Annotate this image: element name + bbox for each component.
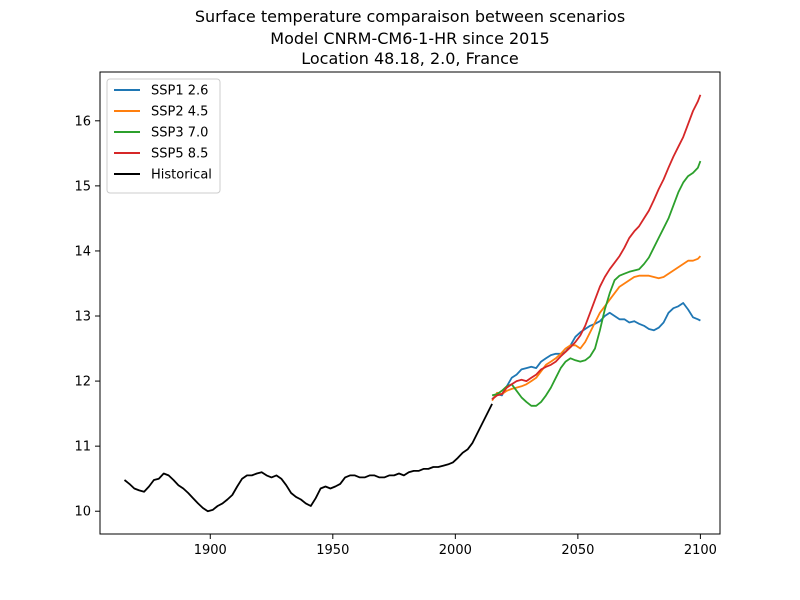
series-line-1 bbox=[491, 255, 702, 402]
chart-title-line-1: Surface temperature comparaison between … bbox=[194, 7, 626, 26]
chart-title-line-2: Model CNRM-CM6-1-HR since 2015 bbox=[270, 29, 550, 48]
x-tick-label-4: 2100 bbox=[684, 543, 717, 558]
y-tick-label-0: 10 bbox=[74, 505, 91, 520]
legend-label-1: SSP2 4.5 bbox=[151, 105, 208, 120]
ticks-layer: 1900 1950 2000 2050 2100 10 11 12 13 14 15 16 bbox=[74, 114, 716, 558]
series-line-4 bbox=[123, 403, 493, 513]
y-tick-label-4: 14 bbox=[74, 244, 91, 259]
plot-frame bbox=[99, 71, 721, 535]
legend-label-0: SSP1 2.6 bbox=[151, 84, 208, 99]
y-tick-label-1: 11 bbox=[74, 440, 91, 455]
series-line-2 bbox=[491, 160, 702, 407]
legend-label-4: Historical bbox=[151, 168, 212, 183]
chart-title-line-3: Location 48.18, 2.0, France bbox=[301, 49, 519, 68]
y-tick-label-5: 15 bbox=[74, 179, 91, 194]
legend: SSP1 2.6 SSP2 4.5 SSP3 7.0 SSP5 8.5 Historic… bbox=[106, 78, 221, 194]
x-tick-label-0: 1900 bbox=[194, 543, 227, 558]
x-tick-label-3: 2050 bbox=[561, 543, 594, 558]
x-tick-label-2: 2000 bbox=[439, 543, 472, 558]
y-tick-label-3: 13 bbox=[74, 310, 91, 325]
series-line-3 bbox=[491, 94, 702, 401]
legend-label-2: SSP3 7.0 bbox=[151, 126, 208, 141]
legend-box bbox=[106, 78, 221, 194]
legend-label-3: SSP5 8.5 bbox=[151, 147, 208, 162]
y-tick-label-6: 16 bbox=[74, 114, 91, 129]
x-tick-label-1: 1950 bbox=[316, 543, 349, 558]
y-tick-label-2: 12 bbox=[74, 375, 91, 390]
series-line-0 bbox=[491, 302, 701, 400]
series-layer bbox=[123, 94, 702, 513]
